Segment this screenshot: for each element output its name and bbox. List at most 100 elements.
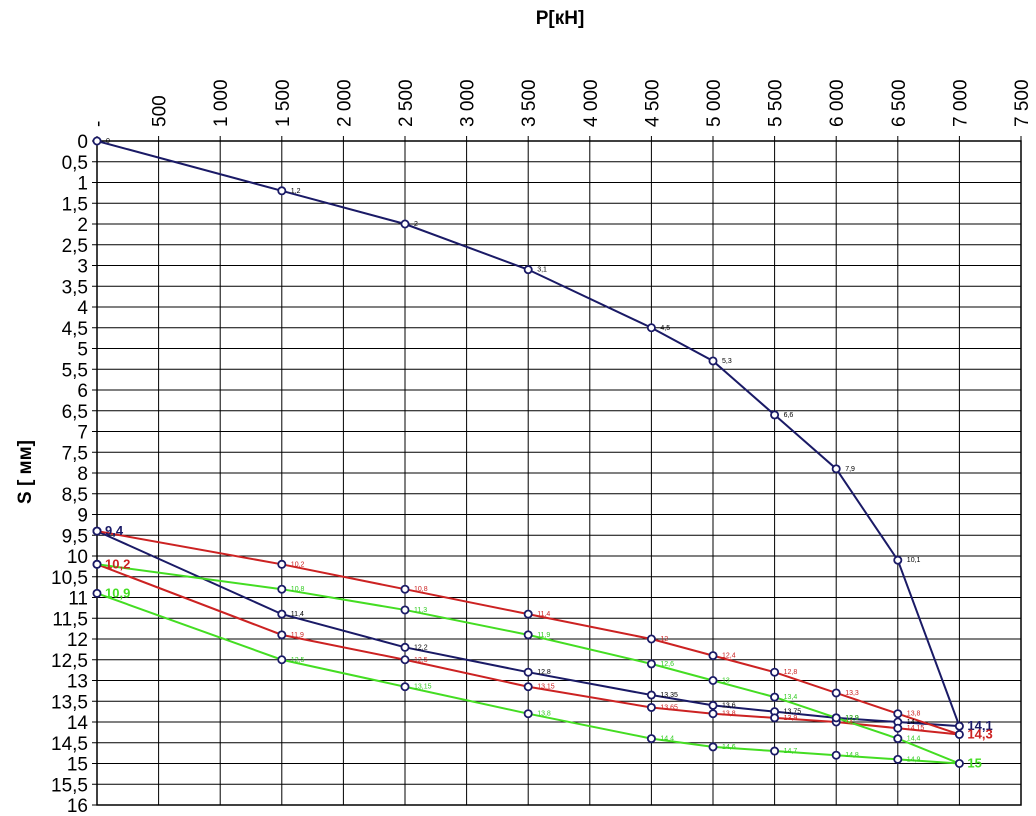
series-3-point — [954, 759, 964, 769]
series-1-point — [831, 464, 841, 474]
series-1-point — [770, 410, 780, 420]
x-tick-label: 3 500 — [519, 79, 540, 127]
y-tick-label: 4 — [77, 298, 88, 319]
series-2-point — [646, 634, 656, 644]
x-tick-label: - — [88, 121, 109, 127]
series-1-point — [646, 690, 656, 700]
series-2-data-label: 12 — [660, 636, 668, 643]
x-tick-label: 4 000 — [581, 79, 602, 127]
series-3-point — [523, 630, 533, 640]
series-1-data-label: 3,1 — [537, 267, 547, 274]
series-1-data-label: 4,5 — [660, 325, 670, 332]
y-tick-label: 7 — [77, 423, 88, 444]
series-2-data-label: 13,3 — [845, 690, 859, 697]
plot-area-border — [96, 140, 1022, 806]
series-1-point — [523, 667, 533, 677]
y-tick-label: 10 — [67, 547, 88, 568]
chart-ticks: -500 1 000 1 500 2 000 2 500 3 000 3 500 4 000 4… — [51, 79, 1033, 816]
series-1-data-label: 12,8 — [537, 669, 551, 676]
y-tick-label: 13,5 — [51, 692, 88, 713]
series-2-data-label: 13,15 — [537, 684, 555, 691]
x-tick-label: 500 — [150, 95, 171, 127]
series-3-data-label: 12,5 — [291, 657, 305, 664]
series-1-data-label: 11,4 — [291, 611, 304, 618]
series-1-point — [708, 356, 718, 366]
series-3-data-label: 13,15 — [414, 684, 432, 691]
series-2-point — [400, 655, 410, 665]
series-3-point — [277, 655, 287, 665]
x-tick-label: 1 500 — [273, 79, 294, 127]
series-1-point — [400, 219, 410, 229]
series-1-point — [277, 609, 287, 619]
y-tick-label: 5 — [77, 340, 88, 361]
y-tick-label: 0 — [77, 132, 88, 153]
series-2-point — [770, 713, 780, 723]
series-3-data-label: 14,4 — [660, 736, 674, 743]
series-1-data-label: 10,1 — [907, 557, 921, 564]
y-tick-label: 13 — [67, 672, 88, 693]
series-1-point — [646, 323, 656, 333]
series-1-point — [400, 642, 410, 652]
series-3-point — [831, 750, 841, 760]
y-tick-label: 14 — [67, 713, 89, 734]
series-2-data-label: 13,65 — [660, 704, 678, 711]
series-2-data-label: 13,9 — [784, 715, 798, 722]
series-1-data-label: 13,9 — [845, 715, 859, 722]
y-tick-label: 5,5 — [62, 360, 88, 381]
y-tick-label: 4,5 — [62, 319, 88, 340]
y-tick-label: 0,5 — [62, 153, 88, 174]
series-3-point — [92, 559, 102, 569]
y-tick-label: 1 — [77, 174, 88, 195]
series-2-data-label: 14 — [845, 719, 853, 726]
series-3-data-label: 15 — [967, 756, 981, 771]
series-2-point — [400, 584, 410, 594]
series-3-point — [277, 584, 287, 594]
y-tick-label: 8 — [77, 464, 88, 485]
x-tick-label: 1 000 — [211, 79, 232, 127]
series-1-data-label: 9,4 — [105, 523, 124, 538]
y-tick-label: 11 — [68, 589, 88, 610]
y-tick-label: 11,5 — [52, 609, 88, 630]
series-2-point — [523, 609, 533, 619]
series-2-point — [893, 709, 903, 719]
series-2-data-label: 10,2 — [291, 561, 305, 568]
x-tick-label: 5 500 — [766, 79, 787, 127]
series-2-data-label: 12,5 — [414, 657, 428, 664]
series-1-point — [954, 721, 964, 731]
series-3-point — [400, 682, 410, 692]
y-tick-label: 2,5 — [62, 236, 88, 257]
y-tick-label: 3,5 — [62, 277, 88, 298]
x-tick-label: 3 000 — [458, 79, 479, 127]
series-1-data-label: 5,3 — [722, 358, 732, 365]
chart-grid — [92, 136, 1022, 806]
y-tick-label: 7,5 — [62, 443, 88, 464]
series-3-data-label: 12,6 — [660, 661, 674, 668]
series-1-data-label: 12,2 — [414, 644, 428, 651]
y-tick-label: 14,5 — [51, 734, 88, 755]
series-3-data-label: 10,9 — [105, 585, 130, 600]
x-tick-label: 7 000 — [950, 79, 971, 127]
series-1-point — [708, 700, 718, 710]
series-2-point — [277, 630, 287, 640]
y-axis-title: S [ мм] — [15, 440, 36, 504]
series-3-point — [893, 754, 903, 764]
series-2-data-label: 13,8 — [907, 711, 921, 718]
y-tick-label: 12,5 — [51, 651, 88, 672]
series-2-point — [708, 651, 718, 661]
series-1-point — [277, 186, 287, 196]
series-1-data-label: 6,6 — [784, 412, 794, 419]
y-tick-label: 9 — [77, 506, 88, 527]
x-tick-label: 6 000 — [827, 79, 848, 127]
y-tick-label: 15,5 — [51, 775, 88, 796]
series-2-point — [92, 526, 102, 536]
y-tick-label: 16 — [67, 796, 88, 816]
series-3-data-label: 14,7 — [784, 748, 798, 755]
y-tick-label: 10,5 — [51, 568, 88, 589]
series-2-data-label: 12,4 — [722, 653, 736, 660]
series-3-point — [770, 692, 780, 702]
series-3-point — [92, 588, 102, 598]
x-axis-title: P[кН] — [536, 8, 585, 29]
series-2-point — [954, 729, 964, 739]
series-2-point — [277, 559, 287, 569]
